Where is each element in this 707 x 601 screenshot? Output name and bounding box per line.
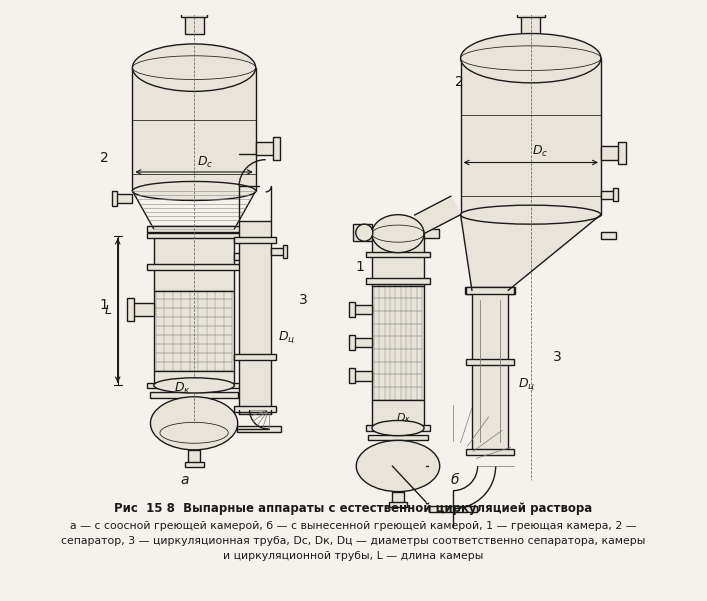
Bar: [271, 248, 285, 255]
Bar: [185, 462, 204, 467]
Text: $D_\mathit{ц}$: $D_\mathit{ц}$: [518, 377, 535, 394]
Bar: [283, 245, 288, 258]
Bar: [235, 354, 276, 360]
Bar: [147, 226, 241, 232]
Bar: [460, 58, 601, 215]
Bar: [112, 191, 117, 206]
Ellipse shape: [356, 224, 373, 241]
Text: Рис  15 8  Выпарные аппараты с естественной циркуляцией раствора: Рис 15 8 Выпарные аппараты с естественно…: [115, 502, 592, 515]
Text: $D_\kappa$: $D_\kappa$: [175, 380, 191, 396]
Bar: [368, 435, 428, 441]
Bar: [601, 232, 616, 239]
Bar: [613, 188, 618, 201]
Text: 2: 2: [455, 75, 464, 89]
Bar: [366, 426, 430, 431]
Bar: [238, 426, 281, 432]
Bar: [349, 368, 355, 383]
Bar: [601, 147, 622, 160]
Bar: [521, 16, 540, 34]
Bar: [372, 234, 424, 428]
Bar: [235, 237, 276, 243]
Bar: [618, 142, 626, 165]
Bar: [467, 359, 514, 365]
Bar: [467, 287, 514, 294]
Bar: [153, 236, 235, 385]
Bar: [181, 11, 207, 17]
Polygon shape: [414, 196, 460, 234]
Ellipse shape: [356, 441, 440, 492]
Text: и циркуляционной трубы, L — длина камеры: и циркуляционной трубы, L — длина камеры: [223, 551, 484, 561]
Bar: [185, 16, 204, 34]
Text: б: б: [450, 473, 459, 487]
Bar: [472, 290, 508, 452]
Bar: [185, 410, 204, 415]
Text: 1: 1: [356, 260, 365, 274]
Ellipse shape: [151, 397, 238, 450]
Bar: [273, 137, 281, 160]
Ellipse shape: [132, 44, 256, 91]
Bar: [235, 252, 246, 260]
Bar: [353, 224, 372, 241]
Bar: [366, 278, 430, 284]
Text: $D_c$: $D_c$: [197, 155, 214, 170]
Ellipse shape: [372, 215, 424, 252]
Bar: [389, 502, 407, 507]
Text: а: а: [180, 473, 189, 487]
Bar: [147, 233, 241, 239]
Bar: [115, 194, 132, 203]
Bar: [424, 229, 439, 239]
Text: L: L: [105, 304, 112, 317]
Text: 3: 3: [553, 350, 561, 364]
Bar: [188, 450, 200, 463]
Text: 2: 2: [100, 151, 108, 165]
Text: $D_\mathit{ц}$: $D_\mathit{ц}$: [278, 330, 295, 346]
Bar: [239, 221, 271, 414]
Bar: [467, 449, 514, 454]
Ellipse shape: [132, 182, 256, 201]
Text: 1: 1: [100, 297, 108, 312]
Bar: [188, 398, 200, 411]
Bar: [353, 371, 372, 380]
Bar: [392, 492, 404, 503]
Text: а — с соосной греющей камерой, б — с вынесенной греющей камерой, 1 — греющая кам: а — с соосной греющей камерой, б — с вын…: [70, 520, 637, 531]
Ellipse shape: [160, 423, 228, 444]
Polygon shape: [460, 215, 601, 290]
Bar: [256, 142, 276, 155]
Bar: [150, 392, 238, 398]
Bar: [349, 302, 355, 317]
Text: $D_\kappa$: $D_\kappa$: [396, 412, 411, 426]
Bar: [517, 11, 545, 17]
Ellipse shape: [372, 421, 424, 436]
Bar: [244, 250, 249, 263]
Ellipse shape: [460, 34, 601, 83]
Bar: [353, 305, 372, 314]
Text: 3: 3: [299, 293, 308, 307]
Bar: [429, 506, 477, 511]
Bar: [147, 264, 241, 270]
Bar: [353, 338, 372, 347]
Bar: [235, 406, 276, 412]
Ellipse shape: [460, 205, 601, 224]
Text: $D_c$: $D_c$: [532, 144, 549, 159]
Bar: [132, 68, 256, 191]
Bar: [366, 252, 430, 257]
Ellipse shape: [153, 378, 235, 393]
Bar: [465, 287, 515, 294]
Bar: [601, 191, 616, 198]
Text: сепаратор, 3 — циркуляционная труба, Dc, Dк, Dц — диаметры соответственно сепара: сепаратор, 3 — циркуляционная труба, Dc,…: [62, 536, 645, 546]
Bar: [349, 335, 355, 350]
Bar: [131, 303, 153, 316]
Bar: [147, 383, 241, 388]
Bar: [127, 298, 134, 321]
